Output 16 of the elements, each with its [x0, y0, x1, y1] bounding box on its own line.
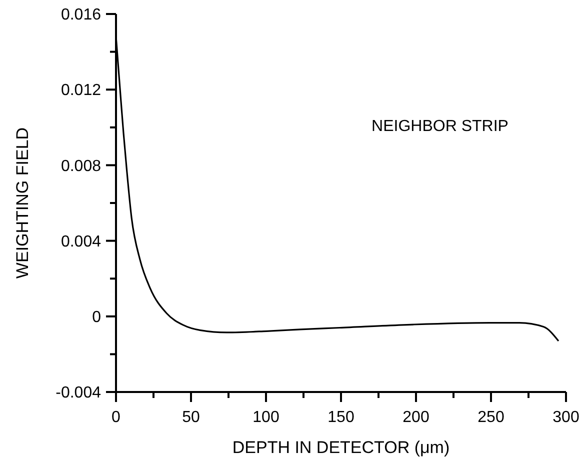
annotation: NEIGHBOR STRIP	[372, 118, 508, 135]
y-tick-label: 0.008	[60, 158, 102, 175]
y-tick-label: 0.016	[60, 6, 102, 24]
y-tick-label: -0.004	[56, 384, 102, 402]
x-tick-label: 200	[402, 409, 430, 426]
x-tick-label: 250	[478, 409, 504, 426]
y-tick-label: 0.012	[60, 82, 102, 100]
x-tick-label: 50	[182, 409, 200, 426]
x-tick-label: 300	[552, 409, 580, 426]
x-tick-label: 0	[112, 409, 121, 426]
x-tick-label: 150	[328, 409, 354, 426]
x-tick-label: 100	[252, 409, 280, 426]
y-tick-label: 0	[92, 309, 102, 326]
y-axis-title: WEIGHTING FIELD	[13, 127, 32, 279]
y-tick-label: 0.004	[60, 233, 102, 250]
x-axis-title: DEPTH IN DETECTOR (μm)	[232, 438, 450, 457]
